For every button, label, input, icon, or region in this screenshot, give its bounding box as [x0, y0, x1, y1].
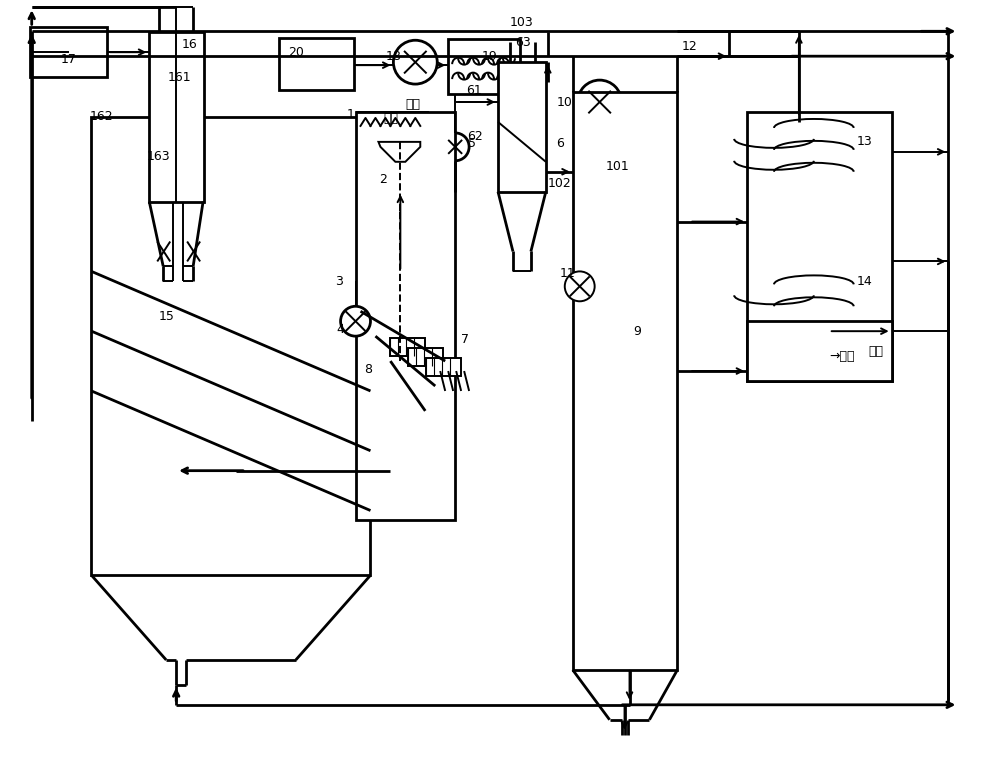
Bar — [91, 117, 370, 575]
Text: 17: 17 — [61, 53, 77, 65]
Bar — [30, 27, 107, 77]
Text: 污泥: 污泥 — [406, 97, 421, 110]
Text: 5: 5 — [468, 138, 476, 151]
Text: 63: 63 — [515, 36, 531, 49]
Text: 19: 19 — [482, 49, 498, 62]
Bar — [357, 112, 428, 137]
Text: 101: 101 — [606, 161, 629, 174]
Text: 排空: 排空 — [869, 345, 884, 358]
Text: 9: 9 — [634, 325, 641, 338]
Text: 污泥: 污泥 — [383, 113, 398, 126]
Bar — [149, 32, 204, 202]
Bar — [448, 40, 520, 94]
Bar — [279, 38, 354, 90]
Text: 7: 7 — [461, 333, 469, 345]
Text: 161: 161 — [167, 71, 191, 84]
Text: 13: 13 — [857, 135, 873, 148]
Text: 12: 12 — [681, 40, 697, 53]
Text: 4: 4 — [337, 323, 345, 336]
Bar — [356, 112, 455, 521]
Circle shape — [441, 133, 469, 161]
Bar — [747, 321, 892, 381]
Text: 15: 15 — [158, 310, 174, 323]
Text: 163: 163 — [146, 151, 170, 164]
Text: 6: 6 — [556, 138, 564, 151]
Text: →排空: →排空 — [829, 349, 854, 362]
Bar — [498, 62, 546, 192]
Text: 10: 10 — [557, 96, 573, 109]
Bar — [408, 348, 443, 366]
Circle shape — [341, 306, 370, 336]
Circle shape — [565, 272, 595, 301]
Text: 1: 1 — [347, 109, 354, 122]
Text: 20: 20 — [288, 46, 304, 59]
Bar — [426, 358, 461, 376]
Text: 103: 103 — [510, 16, 534, 29]
Text: 18: 18 — [385, 49, 401, 62]
Text: 11: 11 — [560, 267, 576, 280]
Circle shape — [578, 80, 622, 124]
Bar — [573, 92, 677, 670]
Text: 61: 61 — [466, 84, 482, 97]
Bar — [390, 338, 425, 356]
Circle shape — [393, 40, 437, 84]
Text: 8: 8 — [364, 362, 372, 375]
Text: 3: 3 — [335, 275, 343, 288]
Bar — [747, 112, 892, 381]
Text: 162: 162 — [90, 110, 113, 123]
Text: 14: 14 — [857, 275, 873, 288]
Text: 2: 2 — [379, 174, 387, 186]
Text: 62: 62 — [467, 130, 483, 143]
Text: 16: 16 — [181, 38, 197, 51]
Text: 102: 102 — [548, 177, 572, 190]
